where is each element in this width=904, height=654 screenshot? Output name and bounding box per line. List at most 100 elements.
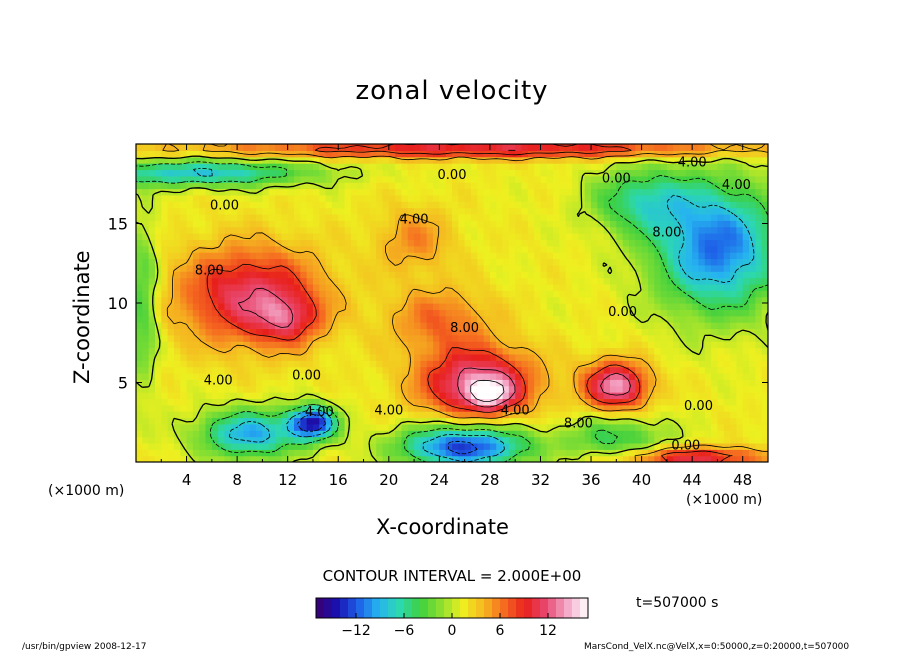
field-cell bbox=[622, 201, 630, 209]
field-cell bbox=[641, 258, 649, 266]
field-cell bbox=[344, 328, 352, 336]
field-cell bbox=[603, 271, 611, 279]
field-cell bbox=[445, 201, 453, 209]
field-cell bbox=[319, 194, 327, 202]
field-cell bbox=[388, 290, 396, 298]
field-cell bbox=[331, 207, 339, 215]
field-cell bbox=[414, 417, 421, 425]
field-cell bbox=[167, 252, 175, 260]
field-cell bbox=[287, 226, 295, 234]
field-cell bbox=[477, 353, 485, 361]
field-cell bbox=[306, 245, 314, 253]
field-cell bbox=[641, 175, 649, 183]
field-cell bbox=[452, 144, 459, 151]
field-cell bbox=[591, 328, 598, 336]
field-cell bbox=[192, 430, 200, 438]
field-cell bbox=[534, 315, 542, 323]
field-cell bbox=[376, 322, 384, 330]
field-cell bbox=[262, 290, 270, 298]
field-cell bbox=[603, 328, 611, 336]
field-cell bbox=[369, 144, 377, 151]
field-cell bbox=[470, 175, 478, 183]
field-cell bbox=[730, 436, 737, 444]
field-cell bbox=[654, 423, 662, 431]
field-cell bbox=[483, 360, 491, 368]
field-cell bbox=[502, 385, 510, 393]
field-cell bbox=[445, 322, 453, 330]
field-cell bbox=[300, 411, 308, 419]
field-cell bbox=[711, 366, 719, 374]
field-cell bbox=[180, 347, 188, 355]
field-cell bbox=[591, 379, 598, 387]
field-cell bbox=[136, 372, 143, 380]
field-cell bbox=[199, 258, 207, 266]
field-cell bbox=[294, 372, 301, 380]
field-cell bbox=[698, 188, 706, 196]
field-cell bbox=[673, 207, 681, 215]
field-cell bbox=[673, 271, 681, 279]
field-cell bbox=[458, 328, 466, 336]
field-cell bbox=[616, 442, 624, 450]
field-cell bbox=[281, 277, 289, 285]
field-cell bbox=[730, 449, 737, 457]
field-cell bbox=[154, 417, 162, 425]
field-cell bbox=[742, 334, 750, 342]
field-cell bbox=[268, 220, 276, 228]
field-cell bbox=[628, 436, 636, 444]
field-cell bbox=[369, 182, 377, 190]
field-cell bbox=[635, 258, 643, 266]
field-cell bbox=[300, 334, 308, 342]
field-cell bbox=[401, 430, 409, 438]
field-cell bbox=[717, 194, 725, 202]
field-cell bbox=[546, 353, 554, 361]
field-cell bbox=[483, 328, 491, 336]
field-cell bbox=[382, 449, 390, 457]
field-cell bbox=[723, 328, 731, 336]
field-cell bbox=[673, 334, 681, 342]
field-cell bbox=[565, 271, 573, 279]
field-cell bbox=[723, 455, 731, 462]
field-cell bbox=[237, 404, 245, 412]
field-cell bbox=[249, 455, 257, 462]
field-cell bbox=[591, 455, 598, 462]
field-cell bbox=[679, 385, 687, 393]
field-cell bbox=[521, 442, 529, 450]
field-cell bbox=[717, 385, 725, 393]
field-cell bbox=[161, 258, 169, 266]
field-cell bbox=[742, 271, 750, 279]
field-cell bbox=[382, 194, 390, 202]
field-cell bbox=[470, 169, 478, 177]
field-cell bbox=[685, 322, 693, 330]
field-cell bbox=[186, 372, 194, 380]
field-cell bbox=[565, 309, 573, 317]
field-cell bbox=[610, 239, 617, 247]
field-cell bbox=[622, 290, 630, 298]
field-cell bbox=[401, 353, 409, 361]
field-cell bbox=[654, 239, 662, 247]
field-cell bbox=[635, 411, 643, 419]
field-cell bbox=[306, 239, 314, 247]
field-cell bbox=[515, 347, 523, 355]
field-cell bbox=[275, 226, 282, 234]
field-cell bbox=[717, 430, 725, 438]
field-cell bbox=[755, 150, 763, 158]
field-cell bbox=[553, 163, 561, 171]
field-cell bbox=[565, 353, 573, 361]
field-cell bbox=[508, 334, 516, 342]
field-cell bbox=[180, 411, 188, 419]
field-cell bbox=[173, 296, 181, 304]
field-cell bbox=[224, 258, 232, 266]
field-cell bbox=[414, 315, 421, 323]
field-cell bbox=[711, 283, 719, 291]
field-cell bbox=[173, 372, 181, 380]
field-cell bbox=[312, 163, 320, 171]
field-cell bbox=[395, 417, 403, 425]
field-cell bbox=[508, 423, 516, 431]
field-cell bbox=[464, 328, 472, 336]
field-cell bbox=[610, 366, 617, 374]
field-cell bbox=[275, 296, 282, 304]
field-cell bbox=[414, 213, 421, 221]
field-cell bbox=[211, 347, 219, 355]
field-cell bbox=[628, 398, 636, 406]
field-cell bbox=[205, 207, 213, 215]
